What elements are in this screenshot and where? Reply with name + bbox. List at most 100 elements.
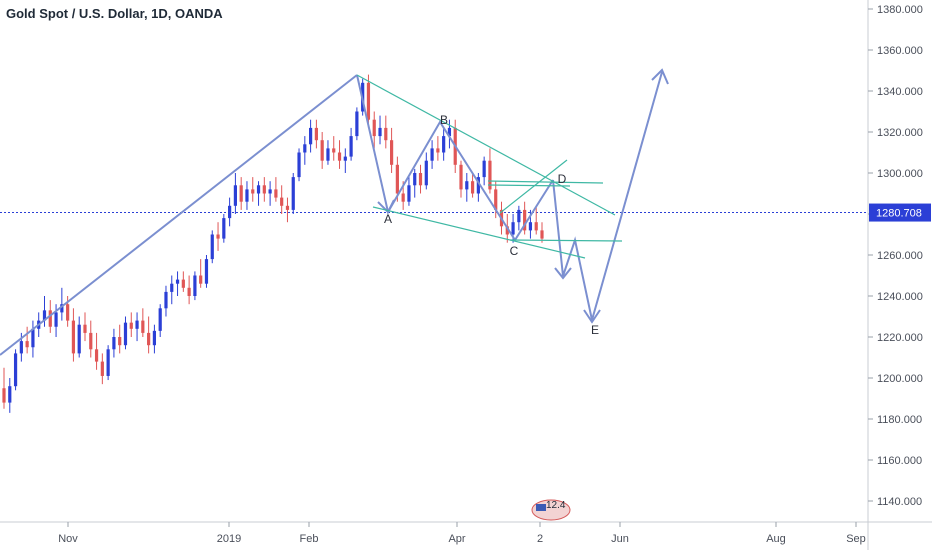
candle-body	[228, 205, 232, 219]
wave-abcd-path	[356, 74, 554, 242]
candle-body	[25, 341, 29, 348]
candle-body	[528, 222, 533, 231]
candle-body	[470, 181, 475, 194]
candle-body	[216, 234, 220, 239]
current-price-tag	[869, 203, 931, 222]
price-tick-label: 1300.000	[877, 168, 923, 180]
candle-body	[309, 127, 313, 145]
trend-line-up	[0, 74, 358, 356]
candle-body	[523, 209, 527, 231]
candle-body	[285, 205, 290, 210]
chart-title: Gold Spot / U.S. Dollar, 1D, OANDA	[6, 6, 223, 21]
candle-body	[337, 152, 342, 161]
wave-label: E	[591, 323, 599, 337]
time-tick-label: 2019	[217, 533, 241, 545]
arrow-head	[651, 68, 669, 85]
resistance-line	[487, 184, 571, 187]
candle-body	[94, 349, 99, 362]
flag-canton	[536, 504, 546, 511]
candle-body	[77, 324, 81, 354]
candle-body	[280, 197, 284, 206]
candle-body	[123, 322, 128, 346]
candle-body	[222, 218, 226, 239]
arrow-head	[377, 199, 395, 214]
candle-body	[418, 173, 423, 186]
candle-body	[256, 185, 261, 194]
arrow-head	[554, 267, 572, 280]
candle-body	[181, 279, 185, 288]
channel-upper-line	[356, 74, 616, 216]
candle-body	[430, 148, 434, 161]
time-tick-label: Jun	[611, 533, 629, 545]
candle-body	[71, 320, 76, 354]
wave-label: C	[510, 244, 519, 258]
candle-body	[135, 320, 139, 329]
candle-body	[349, 136, 353, 157]
arrow-head	[583, 309, 601, 324]
price-tick-label: 1360.000	[877, 45, 923, 57]
candle-body	[488, 160, 492, 190]
candle-body	[274, 189, 278, 198]
candle-body	[239, 185, 243, 202]
candle-body	[291, 177, 295, 210]
price-tick-label: 1140.000	[877, 496, 922, 508]
candle-body	[42, 310, 47, 321]
candle-body	[233, 185, 237, 206]
candle-body	[436, 148, 440, 153]
candle-body	[152, 330, 157, 346]
resistance-line	[487, 180, 604, 184]
candle-body	[19, 341, 23, 354]
price-tick-label: 1260.000	[877, 250, 923, 262]
candle-body	[31, 328, 35, 348]
wave-label: B	[440, 113, 448, 127]
candle-body	[147, 332, 151, 346]
candle-body	[268, 189, 272, 194]
candle-body	[170, 283, 174, 292]
candle-body	[193, 275, 197, 296]
candle-body	[100, 361, 104, 376]
candle-body	[343, 156, 347, 161]
candle-body	[187, 287, 191, 296]
candle-body	[2, 388, 6, 403]
candle-body	[355, 111, 359, 137]
candle-body	[401, 193, 405, 202]
candle-body	[204, 259, 209, 284]
candle-body	[511, 222, 515, 235]
drawing-layer: A B C D E 12.4	[0, 68, 669, 521]
wave-projection-path	[552, 71, 663, 321]
candle-body	[303, 144, 307, 153]
candle-body	[384, 127, 388, 141]
current-price-tag-label: 1280.708	[876, 208, 922, 220]
support-line	[509, 239, 623, 242]
candle-body	[534, 222, 538, 231]
candle-body	[332, 148, 336, 153]
candle-body	[424, 160, 428, 186]
candle-body	[476, 177, 480, 194]
candle-body	[395, 164, 399, 194]
candle-body	[407, 185, 411, 202]
candle-body	[210, 234, 214, 260]
candle-body	[459, 164, 463, 190]
candle-body	[482, 160, 486, 178]
price-tick-label: 1180.000	[877, 414, 922, 426]
price-tick-label: 1380.000	[877, 4, 923, 16]
time-tick-label: Feb	[300, 533, 319, 545]
price-tick-label: 1240.000	[877, 291, 923, 303]
candle-body	[262, 185, 266, 194]
candle-body	[326, 148, 330, 161]
price-tick-label: 1160.000	[877, 455, 922, 467]
candle-body	[245, 189, 249, 202]
candle-body	[141, 320, 145, 333]
candle-body	[8, 386, 12, 403]
candle-layer	[2, 74, 544, 413]
price-tick-label: 1320.000	[877, 127, 923, 139]
candle-body	[175, 279, 180, 284]
candle-body	[517, 209, 521, 223]
candle-body	[314, 127, 318, 141]
price-tick-label: 1200.000	[877, 373, 923, 385]
event-badge-label: 12.4	[546, 500, 566, 511]
candle-body	[442, 136, 446, 153]
candle-body	[251, 189, 255, 194]
